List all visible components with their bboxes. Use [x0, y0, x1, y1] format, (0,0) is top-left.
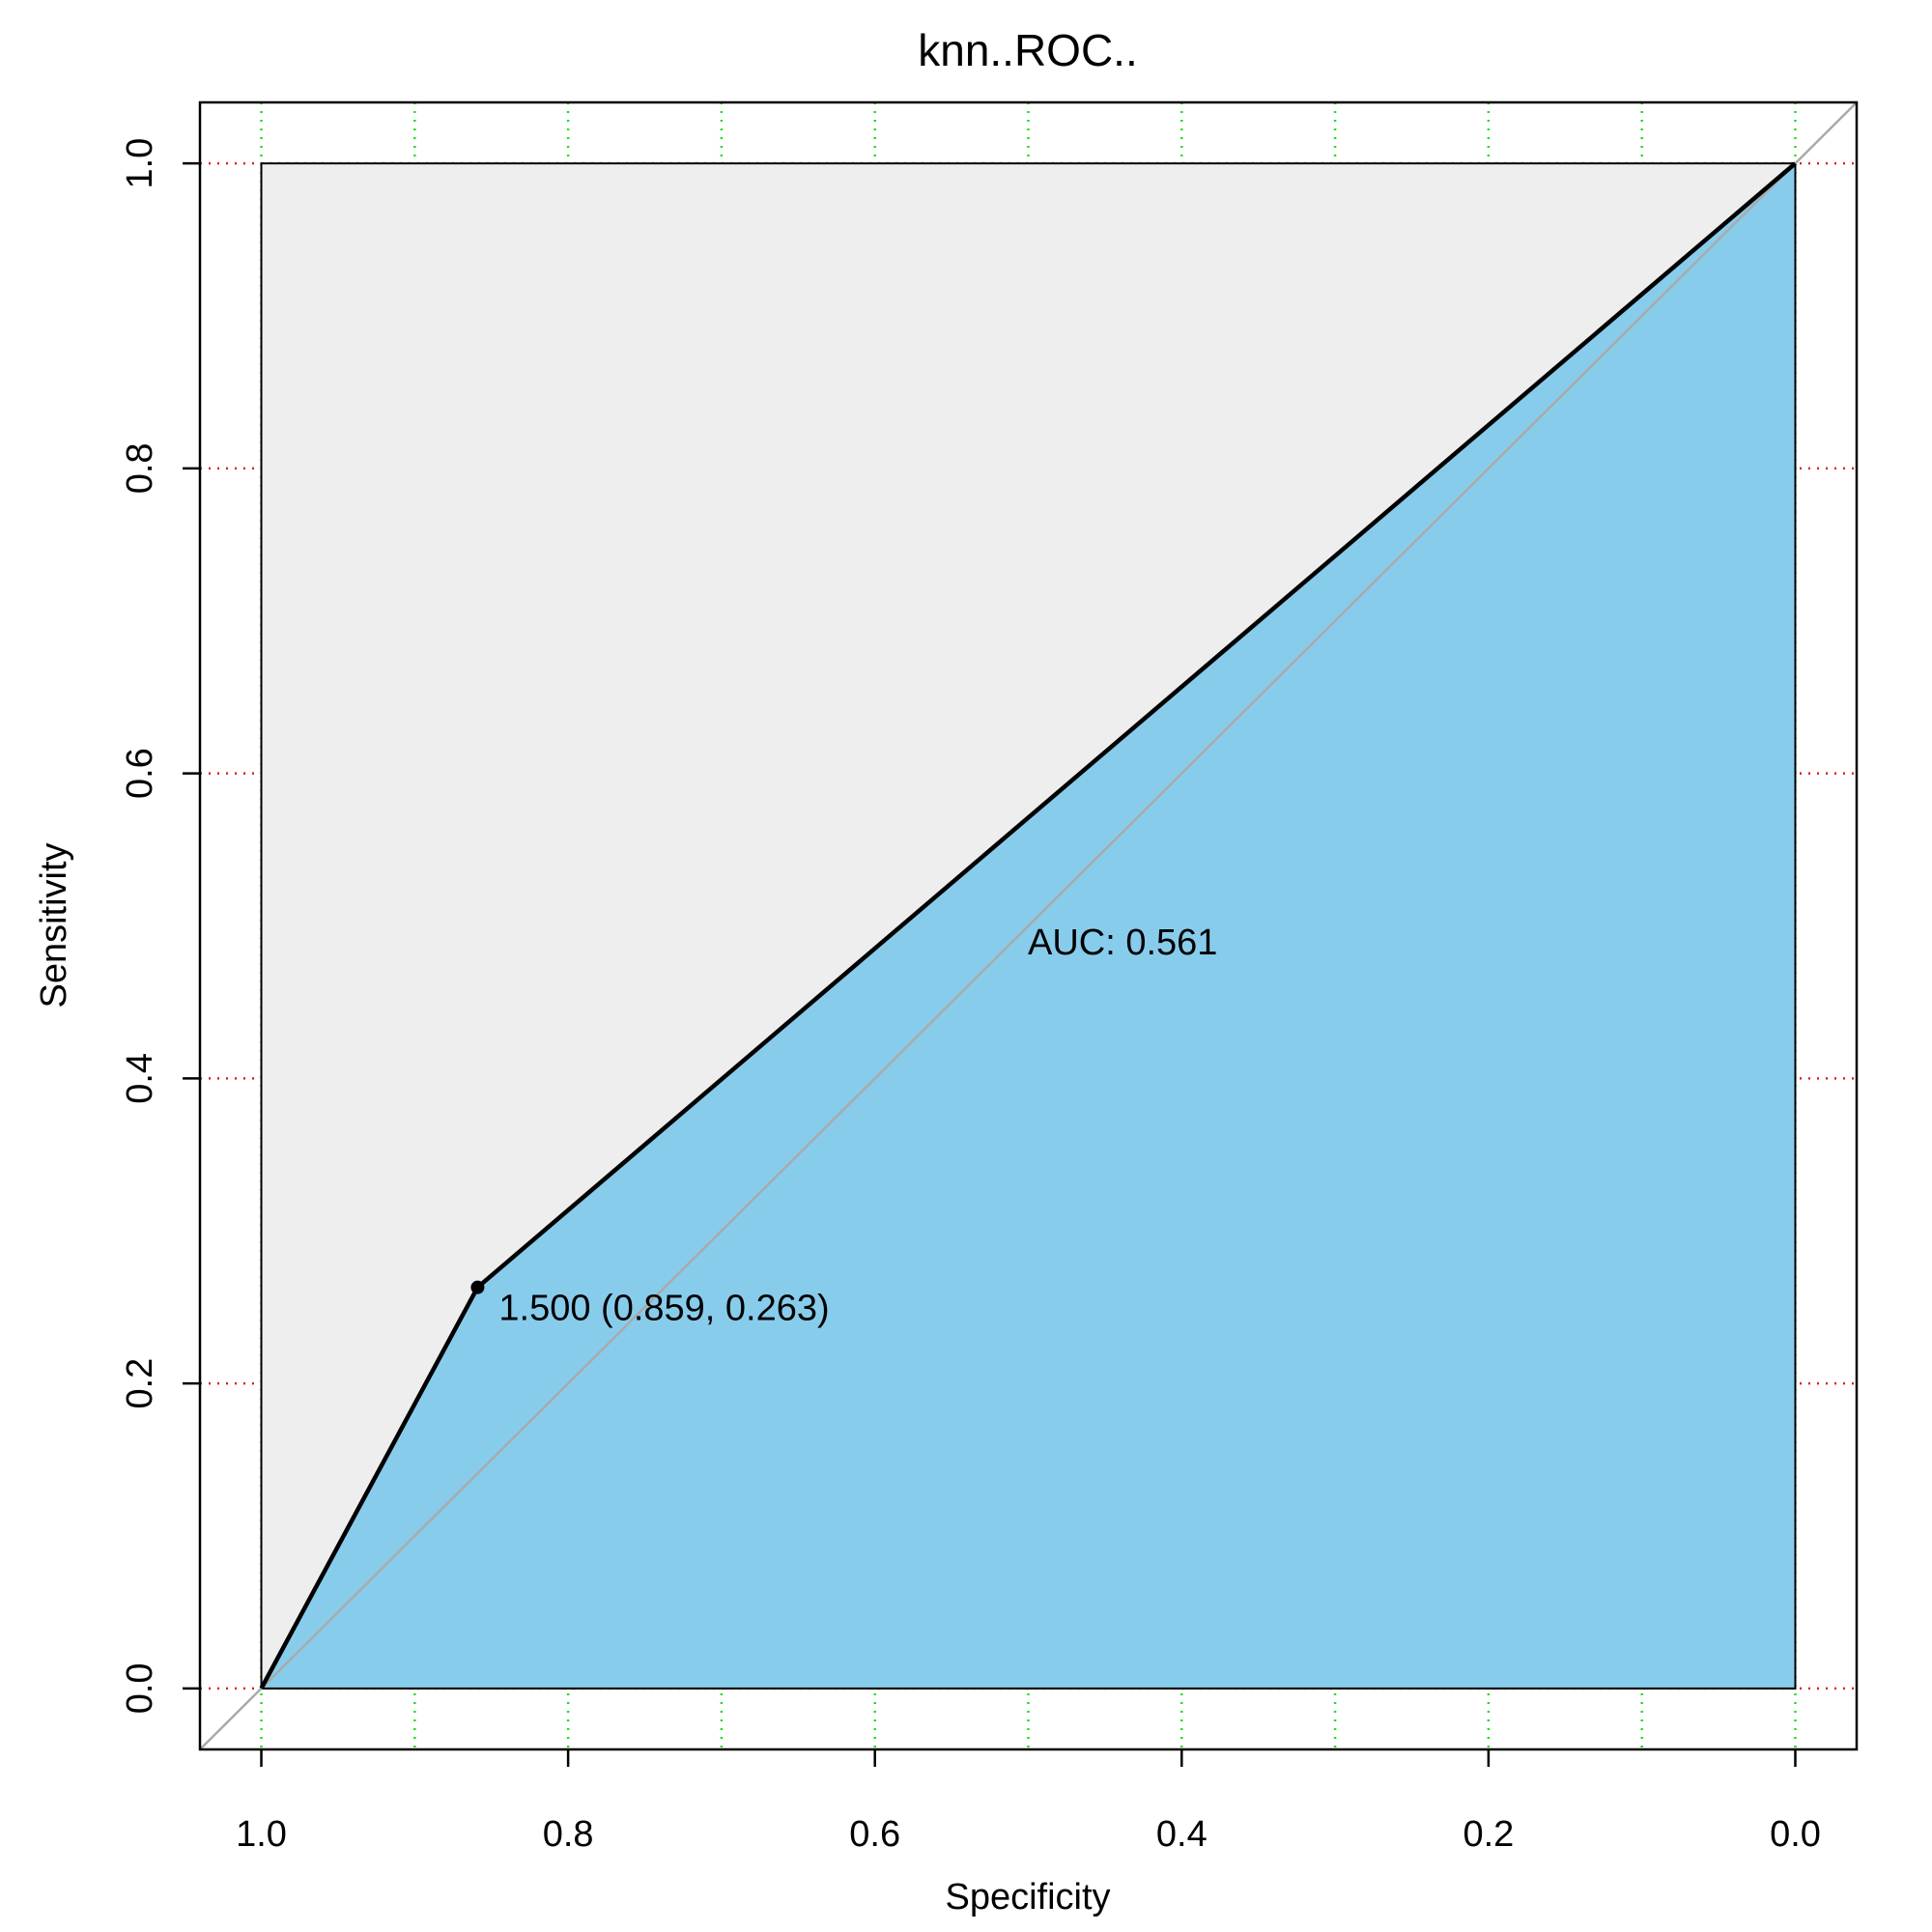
x-tick-label: 0.2 [1463, 1814, 1514, 1855]
x-tick-label: 0.0 [1770, 1814, 1821, 1855]
auc-label: AUC: 0.561 [1028, 923, 1217, 963]
threshold-label: 1.500 (0.859, 0.263) [498, 1289, 829, 1329]
y-tick-label: 0.6 [120, 748, 160, 799]
x-tick-label: 1.0 [236, 1814, 287, 1855]
threshold-point [470, 1280, 485, 1294]
plot-frame [198, 100, 1859, 1751]
y-tick-label: 1.0 [120, 138, 160, 189]
y-tick-label: 0.8 [120, 442, 160, 494]
x-tick-label: 0.6 [849, 1814, 900, 1855]
x-tick-label: 0.8 [543, 1814, 594, 1855]
x-tick-label: 0.4 [1156, 1814, 1208, 1855]
y-tick-label: 0.2 [120, 1358, 160, 1409]
y-axis-label: Sensitivity [34, 842, 74, 1008]
y-tick-label: 0.4 [120, 1053, 160, 1104]
chart-title: knn..ROC.. [918, 25, 1138, 75]
x-axis-label: Specificity [945, 1877, 1110, 1918]
y-tick-label: 0.0 [120, 1662, 160, 1714]
diagonal [199, 101, 1858, 1750]
